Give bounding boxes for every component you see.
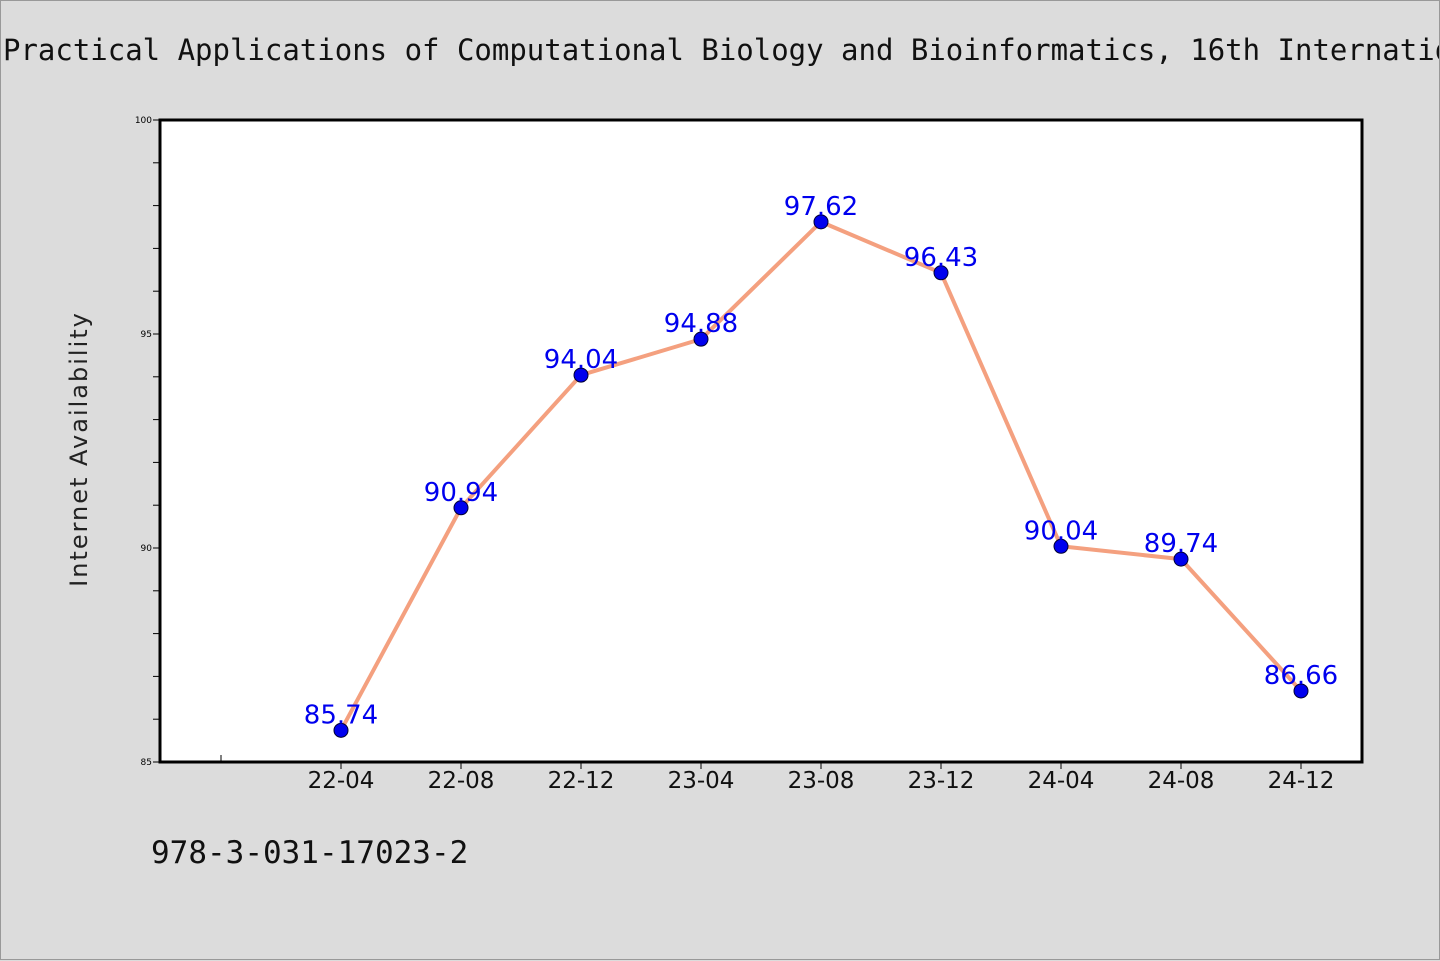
- data-point: [1053, 538, 1069, 554]
- data-label: 89.74: [1144, 529, 1218, 559]
- data-point: [693, 331, 709, 347]
- data-point: [933, 265, 949, 281]
- footer-isbn: 978-3-031-17023-2: [151, 835, 469, 871]
- data-point: [813, 214, 829, 230]
- x-tick-label: 22-12: [548, 768, 615, 794]
- data-label: 85.74: [304, 700, 378, 730]
- data-label: 90.94: [424, 478, 498, 508]
- data-points: [333, 214, 1309, 738]
- y-tick-label: 85: [141, 758, 152, 768]
- y-axis: 85 90 95 100: [135, 116, 160, 768]
- y-axis-title: Internet Availability: [65, 311, 93, 587]
- x-tick-label: 24-12: [1268, 768, 1335, 794]
- x-tick-label: 23-12: [908, 768, 975, 794]
- data-label: 97.62: [784, 192, 858, 222]
- plot-area: [158, 118, 1364, 764]
- y-tick-label: 90: [141, 544, 153, 554]
- x-tick-label: 22-04: [308, 768, 375, 794]
- data-point: [1293, 683, 1309, 699]
- y-tick-label: 100: [135, 116, 152, 126]
- data-label: 94.04: [544, 345, 618, 375]
- x-axis: 22-04 22-08 22-12 23-04 23-08 23-12 24-04 24-08…: [220, 755, 1335, 794]
- y-tick-label: 95: [141, 330, 152, 340]
- x-tick-label: 24-04: [1028, 768, 1095, 794]
- x-tick-label: 22-08: [428, 768, 495, 794]
- data-label: 86.66: [1264, 661, 1338, 691]
- data-point: [573, 367, 589, 383]
- data-point: [1173, 551, 1189, 567]
- data-label: 96.43: [904, 243, 978, 273]
- data-label: 90.04: [1024, 516, 1098, 546]
- x-tick-label: 23-08: [788, 768, 855, 794]
- x-tick-label: 24-08: [1148, 768, 1215, 794]
- data-labels: 85.74 90.94 94.04 94.88 97.62 96.43 90.04 89.74…: [304, 192, 1338, 730]
- data-point: [333, 722, 349, 738]
- data-point: [453, 500, 469, 516]
- chart-title: Practical Applications of Computational …: [3, 33, 1439, 67]
- data-label: 94.88: [664, 309, 738, 339]
- x-tick-label: 23-04: [668, 768, 735, 794]
